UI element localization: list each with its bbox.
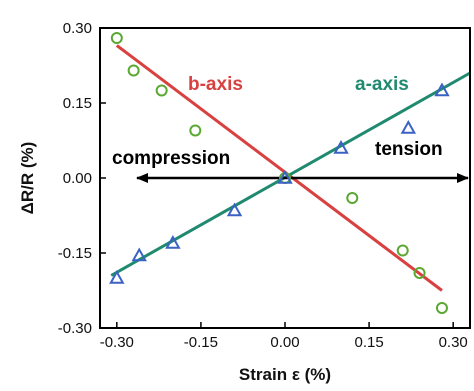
y-tick-label: -0.30 bbox=[58, 320, 92, 337]
circle-data-point bbox=[110, 32, 123, 44]
circle-data-point bbox=[127, 64, 140, 77]
circle-data-point bbox=[396, 244, 409, 257]
tension-label: tension bbox=[375, 139, 443, 160]
x-tick-label: 0.00 bbox=[270, 334, 299, 351]
triangle-data-point bbox=[400, 119, 417, 134]
y-axis-title: ΔR/R (%) bbox=[18, 142, 37, 215]
y-tick-label: -0.15 bbox=[58, 245, 92, 262]
plot-frame bbox=[99, 27, 471, 329]
triangle-data-point bbox=[109, 269, 125, 284]
circle-data-point bbox=[346, 192, 359, 204]
circle-data-point bbox=[189, 124, 202, 137]
y-tick-label: 0.00 bbox=[63, 170, 92, 187]
x-tick-label: 0.15 bbox=[354, 334, 383, 351]
y-tick-label: 0.30 bbox=[63, 20, 92, 37]
y-tick-label: 0.15 bbox=[63, 95, 92, 112]
b-axis-fit-line bbox=[115, 44, 443, 292]
triangle-data-point bbox=[226, 202, 243, 217]
x-tick-label: -0.30 bbox=[100, 334, 134, 351]
circle-data-point bbox=[155, 84, 168, 97]
a-axis-fit-line bbox=[110, 71, 471, 277]
circle-data-point bbox=[413, 267, 426, 279]
compression-label: compression bbox=[112, 148, 230, 169]
triangle-data-point bbox=[165, 234, 181, 249]
b-axis-label: b-axis bbox=[188, 74, 243, 95]
triangle-data-point bbox=[333, 139, 349, 154]
x-tick-label: 0.30 bbox=[439, 334, 468, 351]
triangle-data-point bbox=[434, 82, 450, 97]
triangle-data-point bbox=[131, 247, 147, 262]
circle-data-point bbox=[435, 302, 448, 314]
triangle-data-point bbox=[277, 169, 293, 184]
x-tick-label: -0.15 bbox=[184, 334, 218, 351]
x-axis-title: Strain ε (%) bbox=[239, 365, 331, 384]
a-axis-label: a-axis bbox=[355, 74, 409, 95]
